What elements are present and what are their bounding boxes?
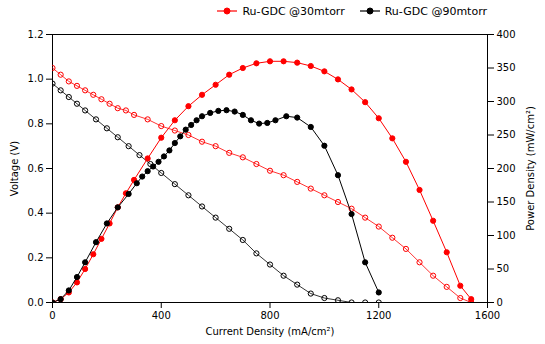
svg-text:Power Density (mW/cm²): Power Density (mW/cm²) — [525, 106, 536, 231]
svg-text:0.4: 0.4 — [28, 207, 44, 218]
svg-text:0: 0 — [497, 297, 503, 308]
svg-text:0: 0 — [49, 310, 55, 321]
svg-text:400: 400 — [497, 29, 516, 40]
svg-text:0.6: 0.6 — [28, 163, 44, 174]
svg-text:1200: 1200 — [366, 310, 391, 321]
svg-text:0.0: 0.0 — [28, 297, 44, 308]
html-text:Ru-GDC @30mtorr: Ru-GDC @30mtorr — [242, 4, 345, 18]
html-text:Ru-GDC @90mtorr: Ru-GDC @90mtorr — [384, 4, 487, 18]
svg-text:250: 250 — [497, 129, 516, 140]
svg-text:50: 50 — [497, 263, 510, 274]
svg-text:Current Density (mA/cm²): Current Density (mA/cm²) — [206, 326, 335, 337]
svg-text:1.2: 1.2 — [28, 29, 44, 40]
svg-text:400: 400 — [152, 310, 171, 321]
svg-text:200: 200 — [497, 163, 516, 174]
svg-text:100: 100 — [497, 230, 516, 241]
svg-text:300: 300 — [497, 96, 516, 107]
svg-text:800: 800 — [260, 310, 279, 321]
svg-text:1600: 1600 — [475, 310, 500, 321]
svg-text:0.2: 0.2 — [28, 252, 44, 263]
svg-text:350: 350 — [497, 62, 516, 73]
svg-text:0.8: 0.8 — [28, 118, 44, 129]
svg-text:Voltage (V): Voltage (V) — [9, 141, 20, 196]
svg-text:150: 150 — [497, 196, 516, 207]
svg-text:1.0: 1.0 — [28, 73, 44, 84]
